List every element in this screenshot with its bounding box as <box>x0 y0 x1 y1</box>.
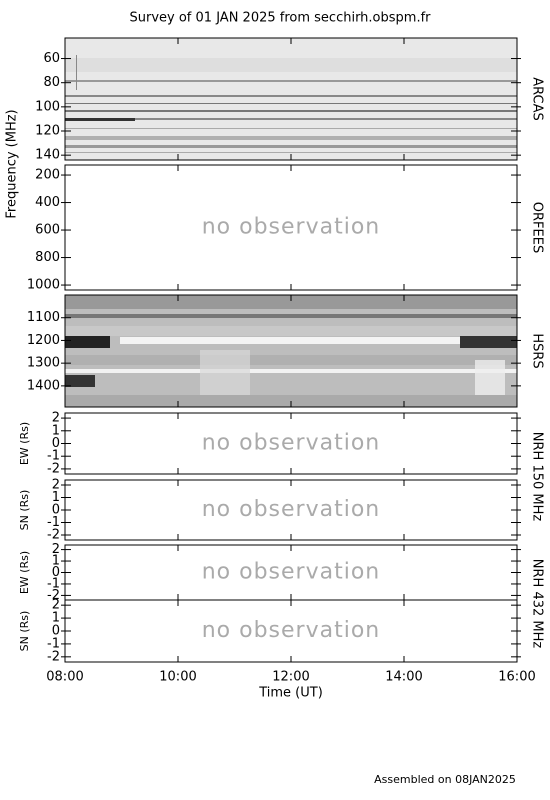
y-tick-label: 0 <box>52 565 60 580</box>
y-tick-label: 0 <box>52 503 60 518</box>
y-tick-label: 800 <box>35 250 60 265</box>
y-tick-label: 0 <box>52 624 60 639</box>
x-axis-label: Time (UT) <box>258 686 323 701</box>
no-observation: no observation <box>202 497 381 522</box>
y-tick-label: -2 <box>47 588 60 603</box>
panel-y-label: SN (Rs) <box>18 611 31 652</box>
y-tick-label: 100 <box>35 99 60 114</box>
chart-title: Survey of 01 JAN 2025 from secchirh.obsp… <box>130 11 432 26</box>
x-tick-label: 08:00 <box>46 670 83 685</box>
y-tick-label: 2 <box>52 411 60 426</box>
y-tick-label: 2 <box>52 478 60 493</box>
y-tick-label: -1 <box>47 636 60 651</box>
instrument-label: ORFEES <box>530 202 545 253</box>
y-tick-label: 140 <box>35 148 60 163</box>
y-tick-label: 60 <box>43 51 60 66</box>
y-tick-label: 600 <box>35 223 60 238</box>
instrument-label: HSRS <box>530 333 545 368</box>
y-tick-label: 1 <box>52 423 60 438</box>
y-tick-label: 1 <box>52 554 60 569</box>
arcas-image <box>65 38 517 160</box>
no-observation: no observation <box>202 215 381 240</box>
y-tick-label: 1 <box>52 490 60 505</box>
y-tick-label: 1300 <box>27 356 60 371</box>
instrument-label: NRH 432 MHz <box>530 559 545 649</box>
y-tick-label: -2 <box>47 528 60 543</box>
panel-y-label: EW (Rs) <box>18 551 31 594</box>
instrument-label: NRH 150 MHz <box>530 432 545 522</box>
y-tick-label: 0 <box>52 436 60 451</box>
y-tick-label: 80 <box>43 75 60 90</box>
y-tick-label: -1 <box>47 576 60 591</box>
y-tick-label: 1200 <box>27 333 60 348</box>
y-tick-label: 2 <box>52 542 60 557</box>
x-tick-label: 12:00 <box>272 670 309 685</box>
hsrs-image <box>65 295 517 407</box>
y-tick-label: -2 <box>47 649 60 664</box>
panel-y-label: EW (Rs) <box>18 422 31 465</box>
y-tick-label: 1000 <box>27 278 60 293</box>
x-tick-label: 10:00 <box>159 670 196 685</box>
y-tick-label: 120 <box>35 124 60 139</box>
y-tick-label: -1 <box>47 449 60 464</box>
y-axis-label: Frequency (MHz) <box>5 109 20 218</box>
y-tick-label: 1400 <box>27 378 60 393</box>
y-tick-label: -2 <box>47 461 60 476</box>
no-observation: no observation <box>202 560 381 585</box>
panel-y-label: SN (Rs) <box>18 490 31 531</box>
y-tick-label: -1 <box>47 515 60 530</box>
y-tick-label: 1100 <box>27 310 60 325</box>
x-tick-label: 16:00 <box>498 670 535 685</box>
footer: Assembled on 08JAN2025 <box>374 773 516 786</box>
y-tick-label: 1 <box>52 611 60 626</box>
y-tick-label: 200 <box>35 168 60 183</box>
instrument-label: ARCAS <box>530 77 545 121</box>
y-tick-label: 2 <box>52 598 60 613</box>
no-observation: no observation <box>202 431 381 456</box>
y-tick-label: 400 <box>35 195 60 210</box>
x-tick-label: 14:00 <box>385 670 422 685</box>
no-observation: no observation <box>202 618 381 643</box>
